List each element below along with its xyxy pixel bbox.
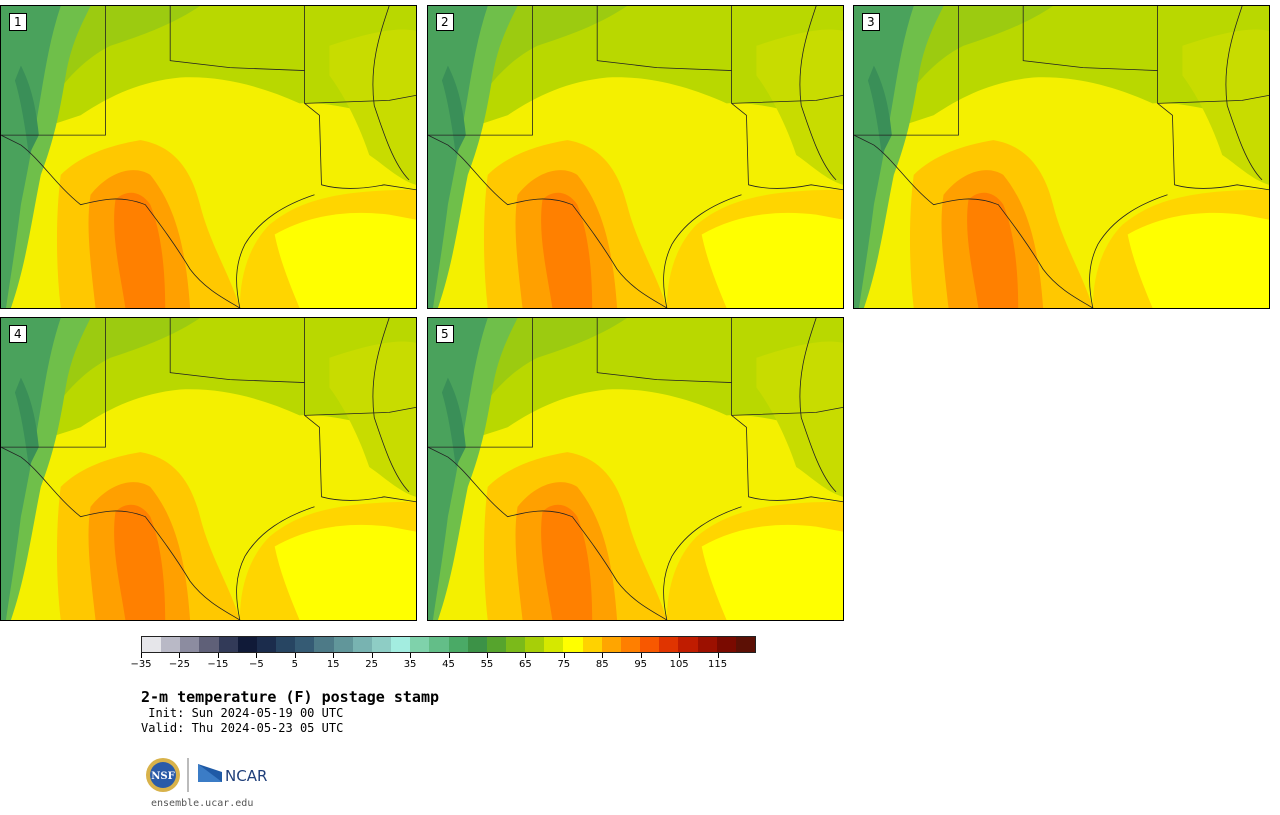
colorbar-tick xyxy=(410,653,412,658)
valid-time: Valid: Thu 2024-05-23 05 UTC xyxy=(141,721,344,735)
colorbar-tick-label: 115 xyxy=(708,659,728,670)
colorbar-segment xyxy=(601,637,621,652)
colorbar-tick xyxy=(679,653,681,658)
colorbar-tick-label: 105 xyxy=(669,659,689,670)
colorbar-segment xyxy=(620,637,641,652)
logos: NSF NCAR xyxy=(144,756,274,796)
colorbar-segment xyxy=(199,637,219,652)
colorbar-segment xyxy=(352,637,372,652)
colorbar-tick xyxy=(525,653,527,658)
colorbar-tick-label: 35 xyxy=(403,659,417,670)
colorbar-segment xyxy=(429,637,449,652)
temperature-map xyxy=(428,6,843,308)
colorbar-tick-label: −25 xyxy=(168,659,190,670)
colorbar-segment xyxy=(563,637,583,652)
colorbar-segment xyxy=(467,637,487,652)
colorbar-segment xyxy=(697,637,717,652)
colorbar-tick-label: 85 xyxy=(595,659,609,670)
ncar-logo: NCAR xyxy=(198,764,267,785)
colorbar-tick xyxy=(717,653,719,658)
colorbar-segment xyxy=(716,637,736,652)
colorbar-segment xyxy=(448,637,468,652)
temperature-map xyxy=(1,318,416,620)
panel-label: 4 xyxy=(9,325,27,343)
colorbar-segment xyxy=(505,637,526,652)
colorbar-segment xyxy=(678,637,698,652)
colorbar-segment xyxy=(256,637,277,652)
colorbar-tick-label: 45 xyxy=(442,659,455,670)
temperature-map xyxy=(1,6,416,308)
colorbar-tick-label: 95 xyxy=(634,659,648,670)
panel-label: 5 xyxy=(436,325,454,343)
colorbar-tick xyxy=(486,653,488,658)
colorbar-tick-label: 65 xyxy=(519,659,532,670)
colorbar-segment xyxy=(142,637,162,652)
colorbar-segment xyxy=(237,637,257,652)
colorbar-tick xyxy=(563,653,565,658)
colorbar-segment xyxy=(582,637,602,652)
colorbar-segment xyxy=(180,637,200,652)
colorbar-tick-label: 75 xyxy=(557,659,571,670)
colorbar-segment xyxy=(371,637,392,652)
colorbar-tick xyxy=(448,653,450,658)
colorbar-tick xyxy=(179,653,181,658)
colorbar-tick-label: −35 xyxy=(130,659,152,670)
nsf-logo: NSF xyxy=(146,758,180,792)
colorbar-tick xyxy=(294,653,296,658)
map-panel-3: 3 xyxy=(853,5,1270,309)
colorbar-tick-label: −5 xyxy=(248,659,264,670)
colorbar-segment xyxy=(333,637,353,652)
map-panel-2: 2 xyxy=(427,5,844,309)
colorbar-segment xyxy=(544,637,564,652)
temperature-map xyxy=(428,318,843,620)
colorbar-tick-label: 5 xyxy=(291,659,298,670)
figure-title: 2-m temperature (F) postage stamp xyxy=(141,688,440,706)
colorbar-segment xyxy=(276,637,296,652)
map-panel-5: 5 xyxy=(427,317,844,621)
colorbar-segment xyxy=(640,637,660,652)
panel-label: 3 xyxy=(862,13,880,31)
colorbar-segment xyxy=(391,637,411,652)
colorbar-tick xyxy=(640,653,642,658)
map-panel-4: 4 xyxy=(0,317,417,621)
panel-label: 1 xyxy=(9,13,27,31)
colorbar-segment xyxy=(295,637,315,652)
colorbar-segment xyxy=(161,637,181,652)
colorbar-segment xyxy=(218,637,238,652)
colorbar-segment xyxy=(659,637,679,652)
temperature-map xyxy=(854,6,1269,308)
ncar-logo-text: NCAR xyxy=(225,767,267,785)
nsf-logo-text: NSF xyxy=(151,771,174,782)
colorbar xyxy=(141,636,756,653)
colorbar-segment xyxy=(486,637,506,652)
colorbar-tick xyxy=(371,653,373,658)
colorbar-ticks: −35 −25 −15 −5 5 15 25 35 45 55 65 75 85 95 105 115 xyxy=(130,653,756,673)
colorbar-tick xyxy=(141,653,142,658)
panel-label: 2 xyxy=(436,13,454,31)
colorbar-tick xyxy=(602,653,604,658)
colorbar-tick xyxy=(333,653,335,658)
map-panel-1: 1 xyxy=(0,5,417,309)
init-time: Init: Sun 2024-05-19 00 UTC xyxy=(141,706,344,720)
colorbar-segment xyxy=(314,637,334,652)
colorbar-tick xyxy=(217,653,219,658)
colorbar-tick xyxy=(256,653,258,658)
site-url: ensemble.ucar.edu xyxy=(151,798,254,809)
colorbar-tick-label: 25 xyxy=(365,659,378,670)
colorbar-segment xyxy=(735,637,755,652)
colorbar-tick-label: −15 xyxy=(207,659,229,670)
colorbar-segment xyxy=(525,637,545,652)
colorbar-tick-label: 55 xyxy=(480,659,494,670)
colorbar-segment xyxy=(410,637,430,652)
colorbar-tick-label: 15 xyxy=(326,659,340,670)
